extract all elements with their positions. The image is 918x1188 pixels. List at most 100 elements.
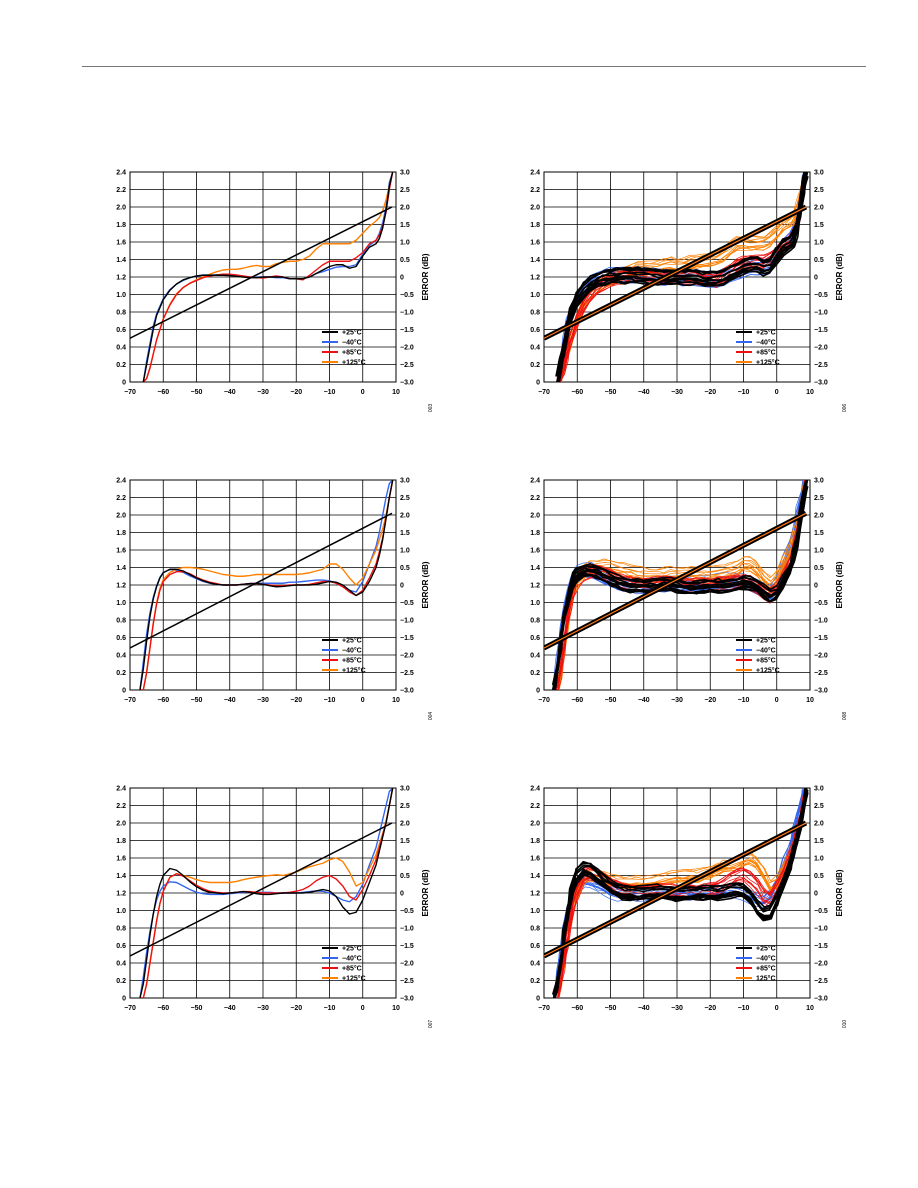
y2-tick-label: 2.5 <box>814 803 824 810</box>
legend-label-plus-25c: +25°C <box>756 329 776 337</box>
y2-tick-label: −2.0 <box>814 345 828 352</box>
y-tick-label: 1.4 <box>530 565 540 572</box>
x-tick-label: −40 <box>638 1005 650 1012</box>
x-tick-label: −60 <box>157 697 169 704</box>
chart-vout-error-006: −70 −60 −50 −40 −30 −20 −10 0 10 0 0.2 0.4 0.6 0.8 1.0… <box>530 170 848 413</box>
y-tick-label: 0 <box>122 688 126 695</box>
error-curve-plus-25c <box>551 480 808 690</box>
y2-axis-title: ERROR (dB) <box>421 869 430 916</box>
y2-tick-label: −3.0 <box>814 996 828 1003</box>
x-tick-label: −30 <box>671 697 683 704</box>
y-tick-label: 2.4 <box>530 170 540 177</box>
y2-tick-label: −1.5 <box>814 327 828 334</box>
y-tick-label: 0.8 <box>530 618 540 625</box>
legend-label-plus-125c: +125°C <box>342 667 366 675</box>
y2-tick-label: 0 <box>814 583 818 590</box>
x-tick-label: 10 <box>806 697 814 704</box>
y-tick-label: 0.4 <box>116 961 126 968</box>
y-tick-label: 0.6 <box>116 327 126 334</box>
x-tick-label: −10 <box>738 389 750 396</box>
chart-vout-error-010: −70 −60 −50 −40 −30 −20 −10 0 1000.20.40.60.81.0… <box>530 786 848 1029</box>
y-tick-label: 0.6 <box>116 635 126 642</box>
x-tick-label: −50 <box>605 1005 617 1012</box>
y2-tick-label: −0.5 <box>814 292 828 299</box>
figure-id: 003 <box>428 404 434 413</box>
y-tick-label: 0.6 <box>530 327 540 334</box>
y2-tick-label: −1.0 <box>400 310 414 317</box>
y2-axis-title: ERROR (dB) <box>421 561 430 608</box>
curves <box>544 480 809 690</box>
y-tick-label: 2.2 <box>530 803 540 810</box>
y2-tick-label: 2.0 <box>814 821 824 828</box>
y2-axis-title: ERROR (dB) <box>835 869 844 916</box>
curves <box>130 172 394 382</box>
x-tick-label: −30 <box>257 1005 269 1012</box>
y-tick-label: 0.6 <box>116 943 126 950</box>
y-tick-label: 1.6 <box>116 548 126 555</box>
y2-tick-label: 0.5 <box>400 257 410 264</box>
y2-tick-label: 3.0 <box>814 170 824 177</box>
x-tick-label: −70 <box>538 1005 550 1012</box>
y2-tick-label: 2.0 <box>400 205 410 212</box>
y-tick-label: 2.0 <box>116 513 126 520</box>
y2-tick-label: −2.0 <box>400 345 414 352</box>
legend-label-plus-125c: +125°C <box>756 667 780 675</box>
y2-tick-label: 2.0 <box>400 821 410 828</box>
legend-label-minus-40c: −40°C <box>756 647 776 655</box>
y-tick-label: 0.2 <box>116 978 126 985</box>
y2-tick-label: 2.5 <box>400 187 410 194</box>
y2-tick-label: −1.0 <box>400 618 414 625</box>
y-tick-label: 0.6 <box>530 635 540 642</box>
x-tick-label: −20 <box>704 389 716 396</box>
legend: +25°C −40°C +85°C 125°C <box>736 945 776 983</box>
x-tick-label: −70 <box>538 389 550 396</box>
y2-tick-label: −0.5 <box>814 600 828 607</box>
legend-label-plus-25c: +25°C <box>756 637 776 645</box>
y-tick-label: 1.6 <box>530 240 540 247</box>
vout-line-plus-125c <box>544 206 807 339</box>
y-tick-label: 0.4 <box>530 345 540 352</box>
legend-label-plus-125c: +125°C <box>756 359 780 367</box>
x-tick-label: −30 <box>671 389 683 396</box>
y-tick-label: 1.4 <box>116 257 126 264</box>
error-curve-plus-25c <box>557 178 807 382</box>
y-tick-label: 0 <box>536 996 540 1003</box>
plot-frame <box>543 787 811 999</box>
y2-tick-label: −2.5 <box>814 670 828 677</box>
legend-label-minus-40c: −40°C <box>756 339 776 347</box>
x-tick-label: −60 <box>157 389 169 396</box>
error-curve-plus-125c <box>139 480 394 690</box>
y-tick-label: 0 <box>122 996 126 1003</box>
y-tick-label: 2.4 <box>116 170 126 177</box>
y2-tick-label: −2.5 <box>400 978 414 985</box>
x-tick-label: 0 <box>361 697 365 704</box>
y2-tick-label: −1.0 <box>400 926 414 933</box>
y2-tick-label: −1.5 <box>400 327 414 334</box>
y2-tick-label: 2.0 <box>814 205 824 212</box>
curves <box>544 788 809 998</box>
x-tick-label: −50 <box>191 1005 203 1012</box>
y-tick-label: 1.0 <box>530 600 540 607</box>
curves <box>544 172 809 382</box>
y2-tick-label: 1.0 <box>814 548 824 555</box>
x-tick-label: 0 <box>361 1005 365 1012</box>
y-tick-label: 2.2 <box>116 803 126 810</box>
y2-tick-label: 1.5 <box>814 530 824 537</box>
y-tick-label: 2.2 <box>530 187 540 194</box>
vout-line-plus-25c <box>130 822 393 957</box>
y-tick-label: 1.0 <box>530 908 540 915</box>
y2-tick-label: −0.5 <box>400 600 414 607</box>
y-tick-label: 0.4 <box>530 653 540 660</box>
y-tick-label: 0.2 <box>530 670 540 677</box>
y2-tick-label: −1.5 <box>400 635 414 642</box>
x-tick-label: −70 <box>124 697 136 704</box>
y2-tick-label: −2.0 <box>400 961 414 968</box>
y2-tick-label: 0.5 <box>814 565 824 572</box>
chart-vout-error-008: −70 −60 −50 −40 −30 −20 −10 0 10 0 0.2 0.4 0.6 0.8 1.0… <box>530 478 848 721</box>
y2-tick-label: 1.5 <box>814 838 824 845</box>
error-curve-plus-125c <box>556 172 808 382</box>
y-tick-label: 0.4 <box>116 345 126 352</box>
legend-label-plus-25c: +25°C <box>342 329 362 337</box>
y-tick-label: 0.8 <box>116 618 126 625</box>
x-tick-label: 10 <box>392 697 400 704</box>
